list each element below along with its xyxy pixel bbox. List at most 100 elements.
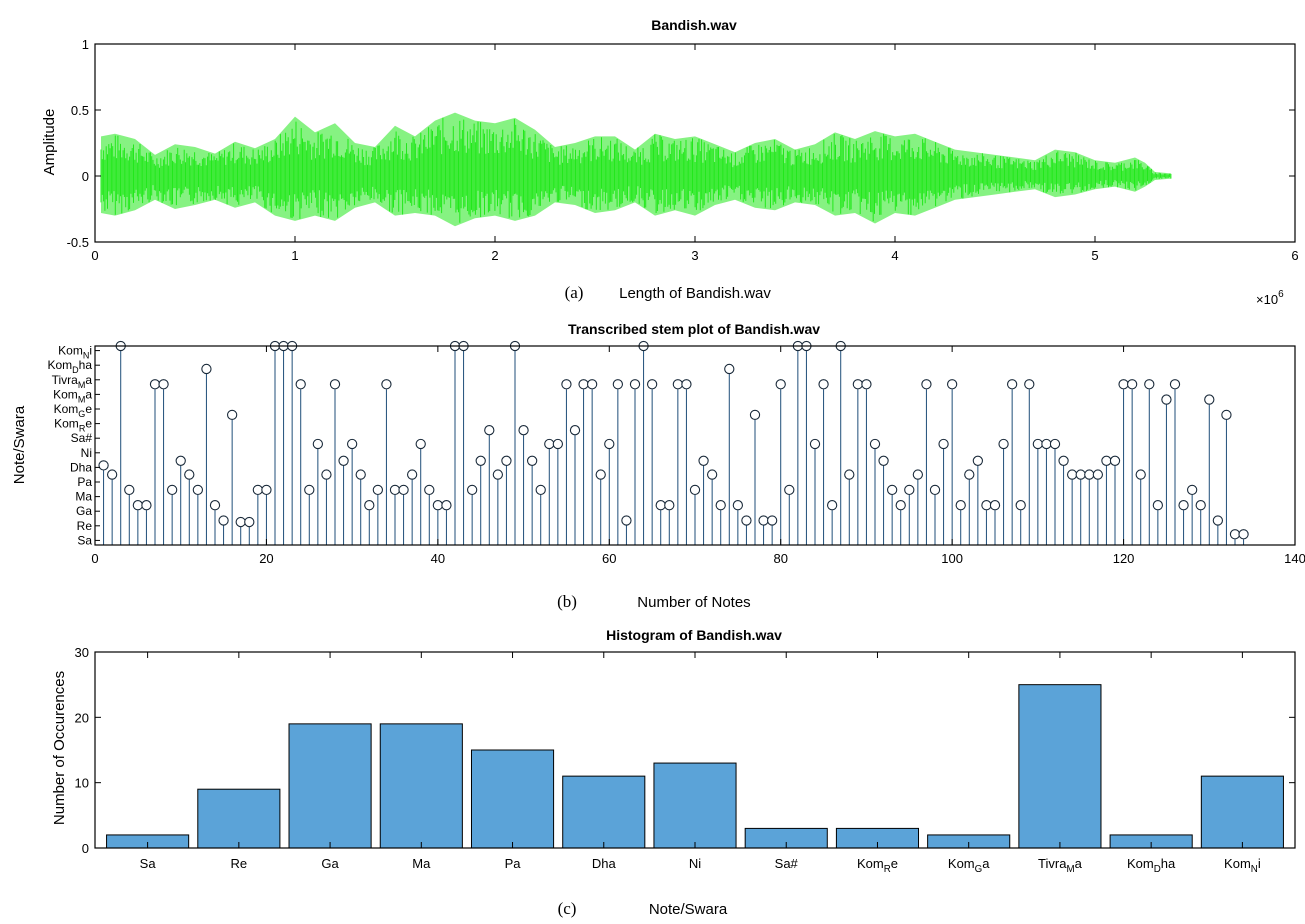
stem-marks (98, 340, 1249, 545)
stem-ytick-label: KomGe (54, 402, 93, 419)
stem-marker (389, 484, 401, 496)
stem-marker (766, 515, 778, 526)
stem-marker (518, 425, 529, 436)
waveform-xtick-label: 0 (91, 248, 98, 263)
stem-marker (1229, 529, 1241, 540)
stem-marker (646, 379, 658, 390)
waveform-x-exponent: ×106 (1256, 289, 1284, 307)
stem-marker (492, 469, 504, 480)
stem-xtick-label: 80 (773, 551, 787, 566)
stem-marker (312, 438, 324, 450)
stem-xtick-label: 40 (431, 551, 445, 566)
stem-marker (432, 500, 444, 511)
stem-marker (869, 438, 881, 450)
stem-marker (166, 484, 178, 496)
stem-marker (1186, 484, 1198, 496)
stem-marker (964, 469, 975, 480)
waveform-xlabel: Length of Bandish.wav (619, 285, 771, 302)
histogram-xtick-label: Ni (689, 856, 701, 871)
stem-marker (1126, 379, 1138, 390)
stem-ytick-label: TivraMa (52, 373, 93, 390)
stem-marker (415, 438, 426, 450)
histogram-xtick-label: TivraMa (1038, 856, 1083, 875)
stem-marker (561, 379, 572, 390)
stem-ytick-label: Sa# (71, 431, 93, 445)
histogram-bar (1018, 684, 1102, 849)
stem-marker (1135, 469, 1146, 480)
stem-marker (612, 379, 624, 390)
histogram-ytick-label: 10 (75, 776, 89, 791)
stem-marker (715, 500, 726, 511)
histogram-bar (562, 775, 646, 849)
stem-title: Transcribed stem plot of Bandish.wav (568, 321, 820, 337)
stem-marker (886, 484, 898, 496)
histogram-bar (288, 723, 372, 849)
stem-marker (321, 469, 332, 480)
stem-marker (552, 438, 564, 450)
stem-marker (844, 469, 855, 480)
stem-marker (586, 379, 598, 390)
stem-marker (732, 500, 744, 511)
waveform-xtick-label: 4 (891, 248, 898, 263)
stem-marker (201, 363, 212, 375)
stem-marker (664, 500, 675, 511)
waveform-ytick-label: -0.5 (67, 235, 89, 250)
stem-xtick-label: 100 (941, 551, 963, 566)
waveform-ytick-label: 1 (82, 37, 89, 52)
stem-marker (1195, 500, 1206, 511)
stem-marker (929, 484, 941, 496)
histogram-bar (1200, 775, 1284, 849)
stem-marker (1221, 409, 1232, 421)
stem-marker (304, 484, 315, 496)
stem-marker (252, 484, 264, 496)
waveform-xtick-label: 3 (691, 248, 698, 263)
stem-marker (364, 500, 375, 511)
stem-marker (235, 516, 246, 528)
waveform-ticks: 0 1 2 3 4 5 6-0.500.51 (67, 37, 1299, 263)
histogram-xtick-label: KomDha (1127, 856, 1176, 875)
stem-marker (132, 500, 144, 511)
stem-marker (1178, 500, 1189, 511)
stem-marker (158, 379, 169, 390)
stem-marker (1024, 379, 1035, 390)
stem-marker (355, 469, 366, 480)
histogram-ytick-label: 0 (82, 841, 89, 856)
stem-marker (372, 484, 384, 496)
stem-ytick-label: Ni (81, 446, 92, 460)
histogram-title: Histogram of Bandish.wav (606, 627, 782, 643)
stem-marker (484, 425, 495, 436)
waveform-xtick-label: 2 (491, 248, 498, 263)
stem-xtick-label: 60 (602, 551, 616, 566)
stem-marker (424, 484, 435, 496)
histogram-xtick-label: Ga (321, 856, 339, 871)
stem-marker (681, 379, 692, 390)
stem-xtick-label: 20 (259, 551, 273, 566)
stem-ytick-label: Dha (70, 460, 92, 474)
stem-marker (535, 484, 546, 496)
stem-marker (1152, 500, 1164, 511)
waveform-ylabel: Amplitude (41, 109, 58, 176)
stem-marker (466, 484, 478, 496)
stem-marker (1049, 438, 1061, 450)
stem-marker (475, 455, 486, 466)
stem-marker (1032, 438, 1044, 450)
stem-axes-box (94, 345, 1296, 546)
stem-marker (621, 515, 632, 526)
stem-marker (526, 455, 538, 466)
stem-ytick-label: KomMa (53, 387, 92, 404)
stem-ytick-label: Pa (77, 475, 92, 489)
stem-marker (1161, 394, 1172, 405)
stem-marker (1101, 455, 1112, 466)
histogram-ytick-label: 20 (75, 710, 89, 725)
stem-marker (175, 455, 186, 466)
stem-marker (346, 438, 358, 450)
stem-marker (784, 484, 795, 496)
subfigure-c-label: (c) (558, 899, 577, 918)
stem-marker (441, 500, 452, 511)
stem-marker (741, 515, 752, 526)
stem-marker (1092, 469, 1104, 480)
histogram-bar (197, 788, 281, 849)
stem-marker (724, 363, 735, 375)
stem-marker (758, 515, 769, 526)
